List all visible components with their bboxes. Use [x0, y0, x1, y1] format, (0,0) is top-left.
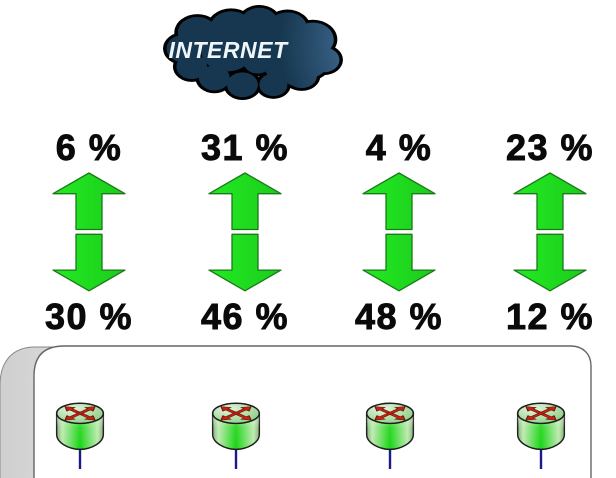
svg-text:46 %: 46 % — [201, 296, 289, 337]
svg-text:48 %: 48 % — [355, 296, 443, 337]
svg-text:4 %: 4 % — [366, 127, 433, 168]
svg-text:30 %: 30 % — [45, 296, 133, 337]
svg-text:INTERNET: INTERNET — [169, 37, 289, 63]
svg-text:23 %: 23 % — [506, 127, 594, 168]
svg-text:6 %: 6 % — [56, 127, 123, 168]
svg-text:12 %: 12 % — [506, 296, 594, 337]
svg-text:31 %: 31 % — [201, 127, 289, 168]
